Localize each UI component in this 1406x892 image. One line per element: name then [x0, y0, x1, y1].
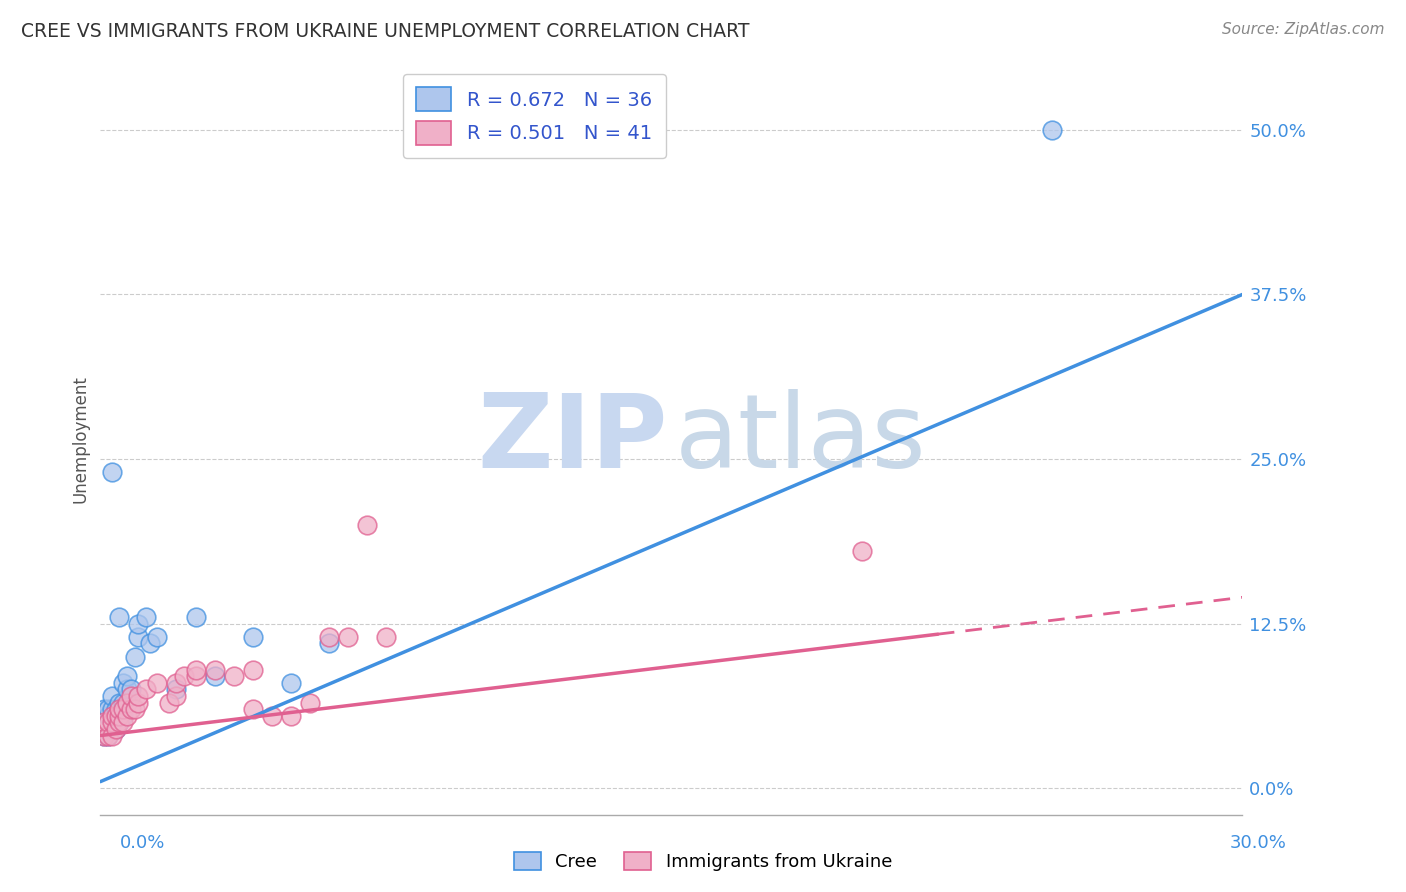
Text: 30.0%: 30.0%: [1230, 834, 1286, 852]
Point: [108, 715, 131, 730]
Text: Source: ZipAtlas.com: Source: ZipAtlas.com: [1222, 22, 1385, 37]
Point: [115, 708, 138, 723]
Point: [100, 722, 122, 736]
Point: [135, 682, 157, 697]
Point: [97, 729, 120, 743]
Point: [124, 649, 146, 664]
Point: [146, 630, 169, 644]
Point: [112, 708, 135, 723]
Point: [108, 696, 131, 710]
Text: ZIP: ZIP: [478, 389, 668, 490]
Point: [112, 715, 135, 730]
Point: [120, 702, 142, 716]
Y-axis label: Unemployment: Unemployment: [72, 376, 89, 503]
Point: [184, 610, 207, 624]
Point: [93, 729, 115, 743]
Point: [120, 682, 142, 697]
Point: [100, 689, 122, 703]
Point: [115, 669, 138, 683]
Point: [108, 610, 131, 624]
Point: [222, 669, 245, 683]
Point: [100, 708, 122, 723]
Point: [135, 610, 157, 624]
Point: [104, 702, 127, 716]
Point: [100, 708, 122, 723]
Point: [184, 669, 207, 683]
Point: [204, 663, 226, 677]
Point: [124, 702, 146, 716]
Point: [100, 465, 122, 479]
Point: [318, 630, 340, 644]
Point: [104, 708, 127, 723]
Point: [204, 669, 226, 683]
Point: [104, 722, 127, 736]
Point: [242, 702, 264, 716]
Point: [97, 715, 120, 730]
Point: [93, 729, 115, 743]
Point: [108, 702, 131, 716]
Point: [108, 715, 131, 730]
Point: [112, 702, 135, 716]
Point: [93, 702, 115, 716]
Point: [242, 663, 264, 677]
Point: [336, 630, 359, 644]
Point: [851, 544, 873, 558]
Point: [100, 715, 122, 730]
Point: [173, 669, 195, 683]
Point: [1040, 123, 1063, 137]
Point: [318, 636, 340, 650]
Point: [112, 696, 135, 710]
Point: [280, 676, 302, 690]
Point: [127, 696, 149, 710]
Point: [97, 708, 120, 723]
Point: [93, 715, 115, 730]
Text: CREE VS IMMIGRANTS FROM UKRAINE UNEMPLOYMENT CORRELATION CHART: CREE VS IMMIGRANTS FROM UKRAINE UNEMPLOY…: [21, 22, 749, 41]
Text: atlas: atlas: [675, 389, 927, 490]
Point: [100, 729, 122, 743]
Legend: Cree, Immigrants from Ukraine: Cree, Immigrants from Ukraine: [506, 845, 900, 879]
Text: 0.0%: 0.0%: [120, 834, 165, 852]
Point: [120, 689, 142, 703]
Point: [356, 517, 378, 532]
Point: [184, 663, 207, 677]
Point: [157, 696, 180, 710]
Point: [166, 689, 188, 703]
Point: [166, 682, 188, 697]
Point: [374, 630, 396, 644]
Point: [298, 696, 321, 710]
Point: [104, 722, 127, 736]
Point: [108, 702, 131, 716]
Point: [127, 689, 149, 703]
Point: [108, 708, 131, 723]
Point: [280, 708, 302, 723]
Point: [166, 676, 188, 690]
Point: [260, 708, 283, 723]
Point: [127, 630, 149, 644]
Point: [139, 636, 162, 650]
Point: [97, 702, 120, 716]
Point: [100, 702, 122, 716]
Point: [127, 616, 149, 631]
Point: [115, 696, 138, 710]
Point: [146, 676, 169, 690]
Point: [115, 682, 138, 697]
Point: [242, 630, 264, 644]
Point: [112, 676, 135, 690]
Point: [97, 729, 120, 743]
Legend: R = 0.672   N = 36, R = 0.501   N = 41: R = 0.672 N = 36, R = 0.501 N = 41: [404, 74, 666, 158]
Point: [104, 708, 127, 723]
